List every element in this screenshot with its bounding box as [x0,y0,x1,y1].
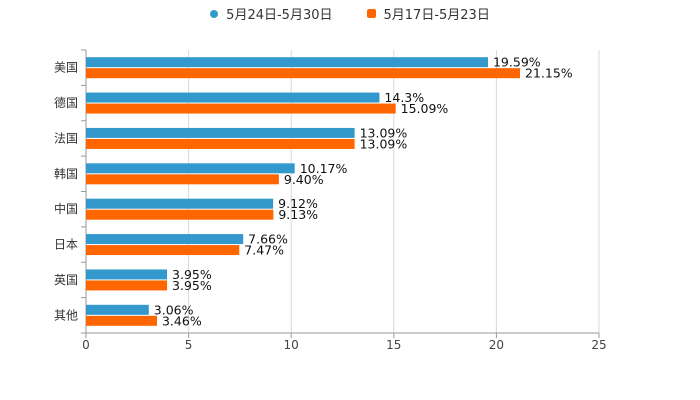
data-label: 9.12% [278,196,318,211]
bar-series-2[interactable] [86,103,396,114]
bar-series-2[interactable] [86,138,355,149]
bar-series-2[interactable] [86,245,240,256]
bar-series-1[interactable] [86,57,488,68]
legend-label-series-2: 5月17日-5月23日 [383,8,490,23]
category-label: 英国 [54,273,78,287]
series-2-marker-icon [366,9,376,18]
category-label: 法国 [54,131,78,145]
data-label: 14.3% [384,90,424,105]
data-label: 3.95% [172,278,212,293]
category-label: 德国 [54,95,78,110]
bar-series-2[interactable] [86,209,274,220]
data-label: 3.06% [154,302,194,317]
category-label: 美国 [54,61,78,75]
series-1-marker-icon [210,9,219,18]
data-label: 9.13% [278,207,318,222]
data-label: 10.17% [300,161,348,176]
bar-series-2[interactable] [86,174,279,185]
bar-series-1[interactable] [86,198,274,209]
category-label: 韩国 [54,166,78,181]
bar-series-1[interactable] [86,269,168,280]
data-label: 7.47% [244,243,284,258]
data-label: 7.66% [248,232,288,247]
x-tick-label: 15 [386,338,401,352]
chart-legend: 5月24日-5月30日 5月17日-5月23日 [0,4,700,23]
x-tick-label: 25 [591,338,606,352]
bar-series-1[interactable] [86,127,355,138]
data-label: 13.09% [360,125,408,140]
data-label: 3.95% [172,267,212,282]
legend-item-series-1[interactable]: 5月24日-5月30日 [210,4,333,23]
bar-series-1[interactable] [86,92,380,103]
data-label: 15.09% [401,101,449,116]
category-label: 中国 [54,201,78,216]
category-label: 其他 [54,308,78,322]
legend-label-series-1: 5月24日-5月30日 [226,8,333,23]
x-tick-label: 10 [284,338,299,352]
data-label: 19.59% [493,55,541,70]
x-tick-label: 0 [82,338,90,352]
x-tick-label: 20 [489,338,504,352]
data-label: 9.40% [284,172,324,187]
data-label: 21.15% [525,66,573,81]
category-label: 日本 [54,238,78,252]
bar-series-2[interactable] [86,315,157,326]
bar-series-1[interactable] [86,234,244,245]
x-tick-label: 5 [185,338,193,352]
legend-item-series-2[interactable]: 5月17日-5月23日 [366,4,490,23]
bar-series-2[interactable] [86,280,168,291]
bar-series-1[interactable] [86,304,149,315]
bar-series-2[interactable] [86,68,520,79]
data-label: 13.09% [360,136,408,151]
data-label: 3.46% [162,313,202,328]
bar-series-1[interactable] [86,163,295,174]
